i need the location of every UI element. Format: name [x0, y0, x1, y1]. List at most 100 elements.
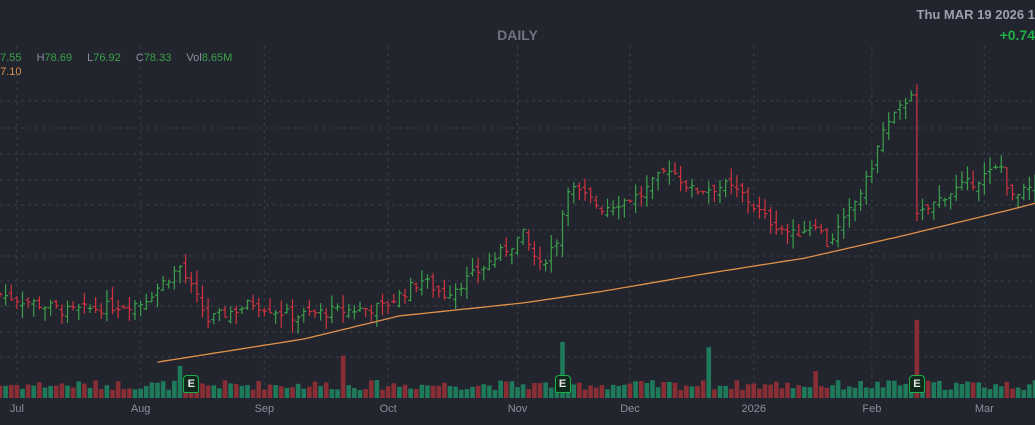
volume-bar	[931, 382, 937, 398]
x-tick-label: Nov	[507, 403, 528, 415]
volume-bar	[385, 386, 391, 398]
volume-bar	[667, 381, 672, 398]
volume-bar	[914, 319, 920, 398]
volume-bar	[818, 386, 824, 398]
earnings-marker[interactable]: E	[908, 375, 925, 393]
moving-average-value: 77.10	[0, 66, 22, 78]
volume-bar	[442, 382, 447, 398]
volume-bar	[970, 382, 976, 398]
open-value: 77.55	[0, 52, 22, 64]
x-tick-label: Jul	[9, 403, 24, 415]
volume-label: Vol	[186, 52, 202, 64]
volume-bar	[110, 389, 115, 398]
volume-bar	[717, 385, 723, 398]
volume-bar	[1004, 381, 1010, 398]
volume-bar	[217, 388, 222, 398]
low-value: 76.92	[93, 52, 121, 64]
volume-bar	[785, 382, 790, 398]
volume-bar	[869, 388, 875, 398]
volume-bar	[498, 380, 503, 398]
volume-bar	[335, 389, 340, 398]
volume-bar	[436, 385, 442, 398]
volume-bar	[172, 380, 177, 398]
volume-bar	[593, 387, 599, 398]
volume-bar	[998, 386, 1004, 398]
volume-bar	[953, 382, 959, 398]
volume-bar	[734, 380, 740, 398]
volume-bar	[14, 385, 20, 398]
volume-bar	[301, 388, 307, 398]
volume-bar	[374, 380, 380, 398]
volume-bar	[689, 386, 695, 398]
earnings-marker[interactable]: E	[183, 375, 200, 393]
volume-bar	[993, 384, 998, 398]
volume-bar	[453, 386, 458, 398]
volume-bar	[492, 389, 498, 398]
earnings-marker[interactable]: E	[554, 375, 571, 393]
volume-bar	[408, 388, 413, 398]
chart-title: DAILY	[497, 27, 538, 43]
volume-bar	[560, 342, 565, 398]
volume-bar	[470, 386, 475, 398]
volume-bar	[42, 387, 48, 398]
close-value: 78.33	[143, 52, 172, 64]
high-label: H	[36, 52, 45, 64]
low-label: L	[87, 52, 94, 64]
x-tick-label: Oct	[379, 403, 397, 415]
volume-bar	[858, 380, 863, 398]
volume-bar	[678, 389, 683, 398]
volume-bar	[790, 388, 796, 398]
volume-bar	[965, 381, 970, 398]
volume-bar	[284, 387, 290, 398]
volume-bar	[773, 381, 779, 398]
volume-bar	[875, 381, 880, 398]
volume-bar	[824, 387, 830, 398]
high-value: 78.69	[44, 52, 73, 64]
volume-bar	[723, 385, 728, 398]
date-label: Thu MAR 19 2026 1	[916, 7, 1035, 22]
volume-bar	[813, 371, 818, 398]
volume-bar	[1032, 380, 1035, 398]
volume-bar	[757, 388, 762, 398]
x-tick-label: Feb	[862, 403, 882, 415]
volume-bar	[768, 384, 773, 398]
volume-bar	[430, 385, 436, 398]
volume-bar	[897, 385, 903, 398]
volume-bar	[402, 384, 408, 398]
volume-bar	[93, 380, 98, 398]
x-tick-label: Aug	[130, 403, 151, 415]
x-tick-label: Mar	[974, 403, 994, 415]
volume-bar	[616, 385, 622, 398]
volume-bar	[149, 382, 155, 398]
volume-bar	[745, 384, 751, 398]
volume-bar	[0, 385, 3, 398]
volume-bar	[987, 389, 993, 398]
volume-bar	[982, 387, 987, 398]
volume-bar	[239, 385, 245, 398]
volume-bar	[115, 381, 121, 398]
volume-bar	[841, 389, 847, 398]
volume-bar	[307, 386, 312, 398]
volume-bar	[661, 382, 667, 398]
volume-bar	[413, 388, 419, 398]
volume-bar	[380, 389, 385, 398]
volume-bar	[329, 389, 335, 398]
volume-bar	[588, 385, 593, 398]
volume-bar	[925, 380, 931, 398]
volume-bar	[830, 385, 835, 398]
volume-bar	[340, 355, 346, 398]
volume-bar	[211, 385, 217, 398]
volume-bar	[728, 389, 734, 398]
close-label: C	[135, 52, 144, 64]
volume-bar	[903, 383, 908, 398]
volume-bar	[672, 382, 678, 398]
volume-bar	[48, 385, 53, 398]
volume-bar	[543, 382, 548, 398]
volume-bar	[70, 387, 76, 398]
volume-bar	[751, 383, 757, 398]
volume-bar	[520, 384, 526, 398]
moving-average-line	[157, 202, 1035, 363]
volume-bar	[487, 385, 492, 398]
